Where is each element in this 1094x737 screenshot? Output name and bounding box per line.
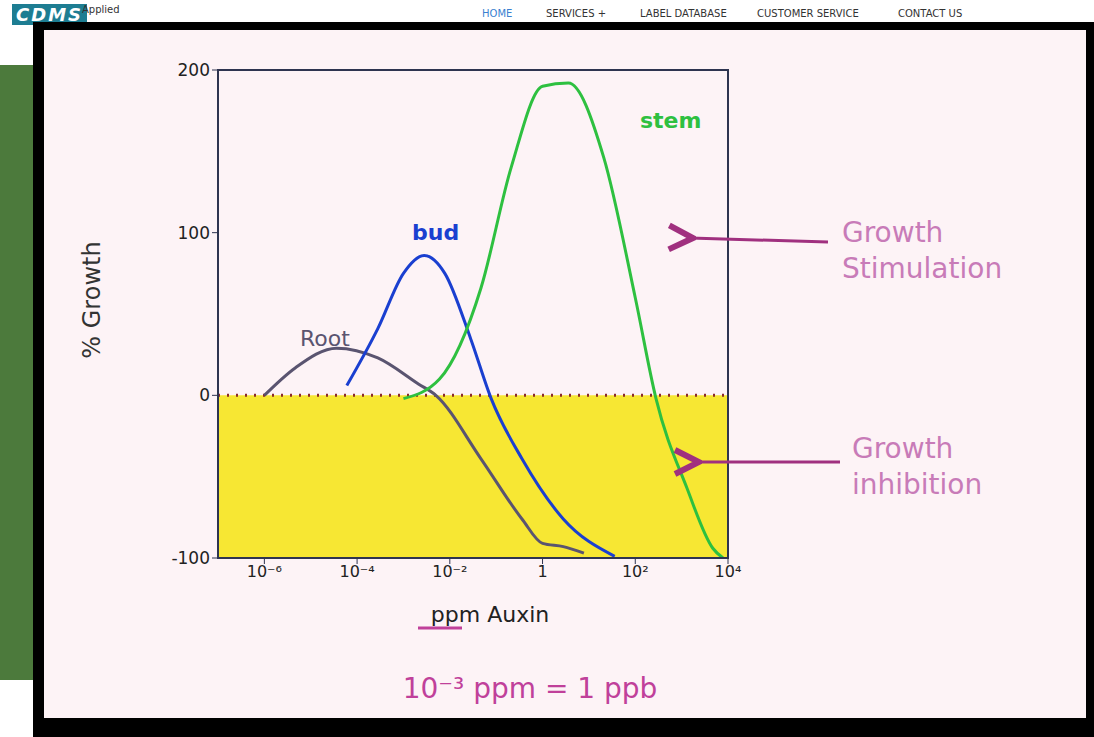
html-text:CUSTOMER SERVICE: CUSTOMER SERVICE: [757, 8, 859, 19]
svg-text:1: 1: [537, 562, 547, 581]
svg-text:Root: Root: [300, 326, 350, 351]
html-text:LABEL DATABASE: LABEL DATABASE: [640, 8, 727, 19]
html-text:CDMSApplied: CDMSApplied: [16, 4, 120, 25]
svg-text:bud: bud: [412, 220, 459, 245]
svg-text:-100: -100: [171, 548, 210, 568]
svg-text:10⁻⁶: 10⁻⁶: [247, 562, 282, 581]
html-text:SERVICES +: SERVICES +: [546, 8, 607, 19]
svg-text:% Growth: % Growth: [78, 241, 106, 358]
svg-text:0: 0: [199, 385, 210, 405]
svg-text:10⁻³ ppm = 1 ppb: 10⁻³ ppm = 1 ppb: [403, 672, 658, 705]
svg-text:200: 200: [178, 60, 210, 80]
svg-text:10⁴: 10⁴: [715, 562, 742, 581]
svg-text:Growth: Growth: [842, 216, 943, 249]
svg-text:10⁻⁴: 10⁻⁴: [339, 562, 374, 581]
svg-text:10⁻²: 10⁻²: [432, 562, 467, 581]
svg-text:Growth: Growth: [852, 432, 953, 465]
html-text:HOME: HOME: [482, 8, 513, 19]
svg-text:inhibition: inhibition: [852, 468, 982, 501]
svg-text:ppm Auxin: ppm Auxin: [431, 602, 549, 627]
html-text:CONTACT US: CONTACT US: [898, 8, 963, 19]
svg-text:Stimulation: Stimulation: [842, 252, 1002, 285]
svg-text:100: 100: [178, 223, 210, 243]
svg-text:10²: 10²: [622, 562, 649, 581]
svg-text:stem: stem: [640, 108, 701, 133]
